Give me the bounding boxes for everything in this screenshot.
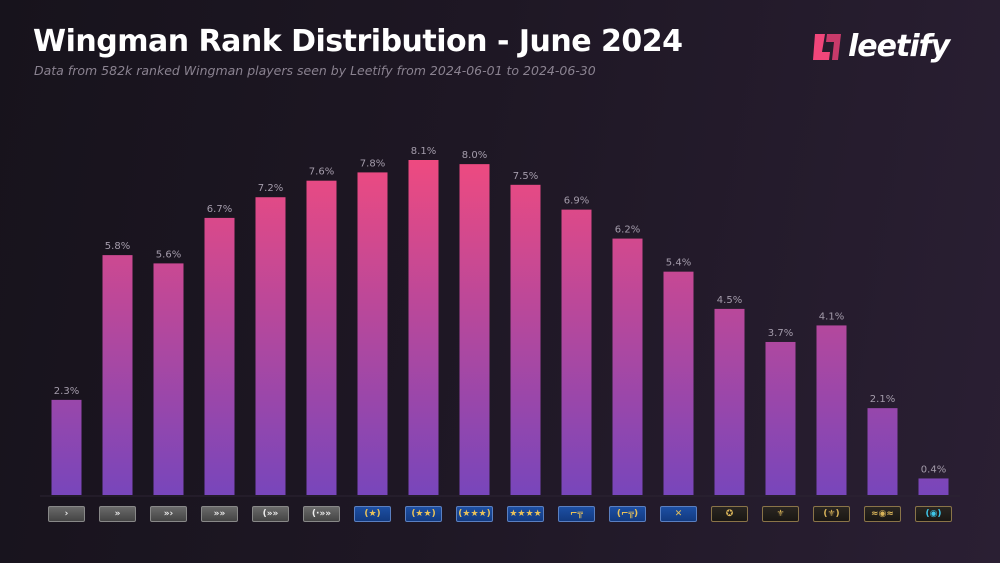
bar-gold-nova-1 (357, 172, 388, 495)
bar-supreme-master-first-class (867, 408, 898, 495)
bar-global-elite (918, 478, 949, 495)
bar-silver-1 (51, 399, 82, 495)
silver-4-rank-icon: »» (201, 506, 238, 522)
bar-legendary-eagle (765, 341, 796, 495)
data-label: 8.1% (411, 146, 436, 157)
silver-1-rank-icon: › (48, 506, 85, 522)
silver-3-rank-icon: »› (150, 506, 187, 522)
data-label: 6.9% (564, 196, 589, 207)
data-label: 8.0% (462, 150, 487, 161)
data-label: 7.2% (258, 183, 283, 194)
data-label: 7.8% (360, 158, 385, 169)
legendary-eagle-rank-icon: ⚜ (762, 506, 799, 522)
leetify-logo: leetify (812, 29, 950, 64)
bar-master-guardian-2 (612, 238, 643, 495)
leetify-logo-text: leetify (848, 29, 950, 64)
bar-silver-3 (153, 263, 184, 495)
data-label: 2.1% (870, 394, 895, 405)
bar-master-guardian-elite (663, 271, 694, 495)
supreme-master-first-class-rank-icon: ≈◉≈ (864, 506, 901, 522)
silver-2-rank-icon: » (99, 506, 136, 522)
data-label: 3.7% (768, 328, 793, 339)
data-label: 0.4% (921, 464, 946, 475)
legendary-eagle-master-rank-icon: (⚜) (813, 506, 850, 522)
global-elite-rank-icon: (◉) (915, 506, 952, 522)
master-guardian-1-rank-icon: ⌐╦ (558, 506, 595, 522)
chart-subtitle: Data from 582k ranked Wingman players se… (34, 63, 596, 78)
leetify-logo-icon (813, 33, 841, 60)
data-label: 5.8% (105, 241, 130, 252)
data-label: 6.2% (615, 225, 640, 236)
bar-gold-nova-3 (459, 164, 490, 495)
bar-silver-4 (204, 217, 235, 495)
gold-nova-3-rank-icon: (★★★) (456, 506, 493, 522)
bar-silver-2 (102, 255, 133, 495)
silver-elite-master-rank-icon: (·»» (303, 506, 340, 522)
data-label: 5.6% (156, 249, 181, 260)
gold-nova-1-rank-icon: (★) (354, 506, 391, 522)
gold-nova-2-rank-icon: (★★) (405, 506, 442, 522)
bar-master-guardian-1 (561, 209, 592, 495)
distinguished-master-guardian-rank-icon: ✪ (711, 506, 748, 522)
gold-nova-master-rank-icon: ★★★★ (507, 506, 544, 522)
master-guardian-elite-rank-icon: ✕ (660, 506, 697, 522)
bar-distinguished-master-guardian (714, 308, 745, 495)
data-label: 6.7% (207, 204, 232, 215)
data-label: 7.5% (513, 171, 538, 182)
data-label: 5.4% (666, 258, 691, 269)
bar-legendary-eagle-master (816, 325, 847, 495)
bar-silver-elite (255, 197, 286, 495)
bar-gold-nova-2 (408, 160, 439, 495)
silver-elite-rank-icon: (»» (252, 506, 289, 522)
bar-silver-elite-master (306, 180, 337, 495)
chart-title: Wingman Rank Distribution - June 2024 (33, 24, 683, 59)
data-label: 4.5% (717, 295, 742, 306)
data-label: 4.1% (819, 311, 844, 322)
data-label: 7.6% (309, 167, 334, 178)
data-label: 2.3% (54, 386, 79, 397)
master-guardian-2-rank-icon: (⌐╦) (609, 506, 646, 522)
bar-gold-nova-master (510, 184, 541, 495)
